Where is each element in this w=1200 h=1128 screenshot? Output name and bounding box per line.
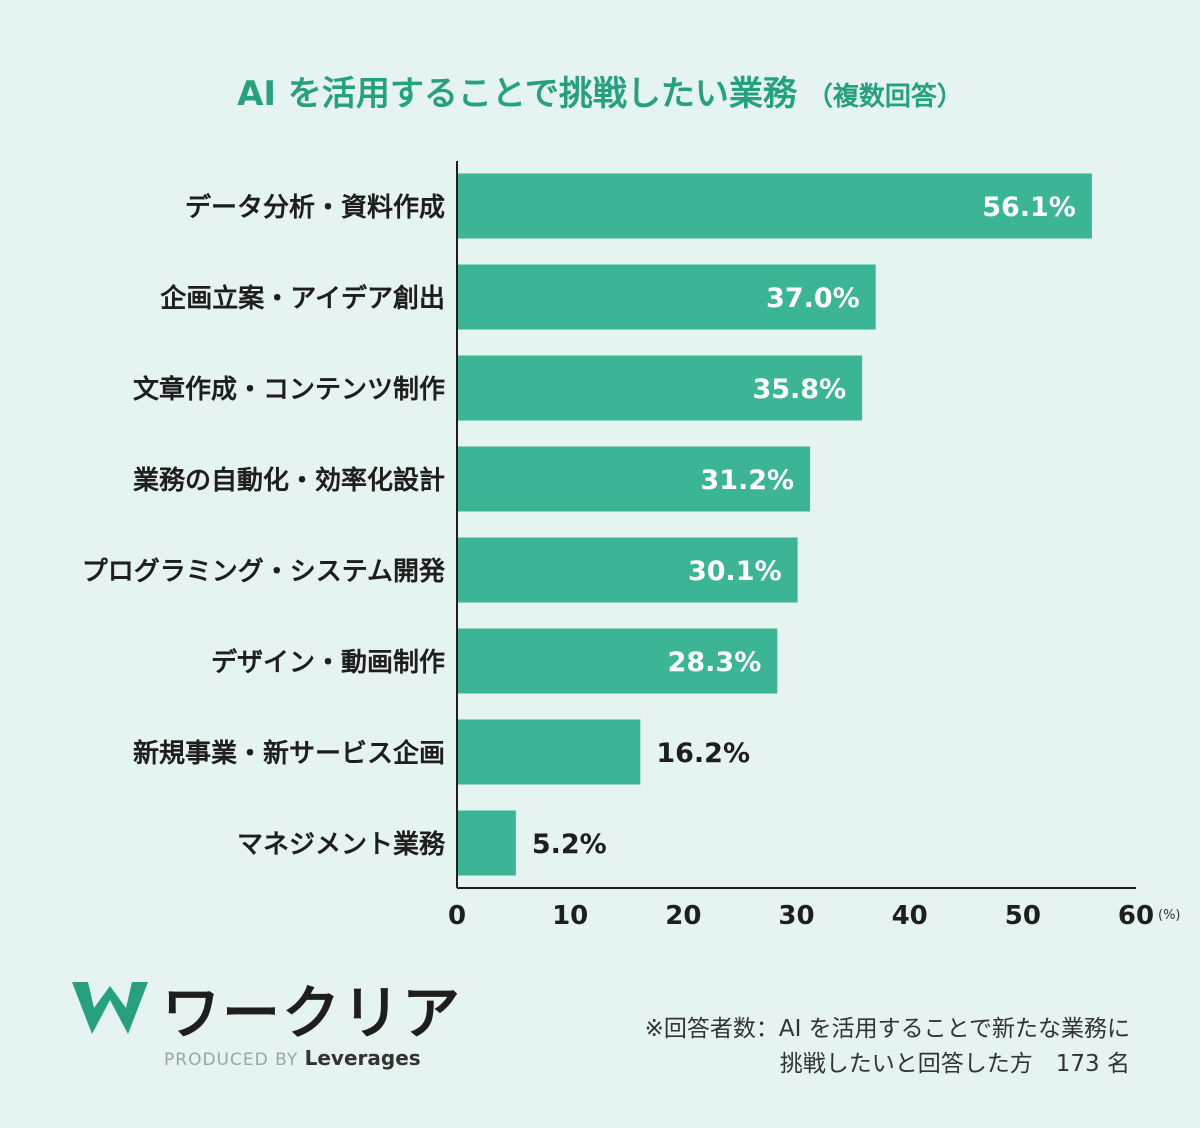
bar-3 [457,446,811,512]
note-line-1: ※回答者数：AI を活用することで新たな業務に [644,1016,1130,1042]
bar-5 [457,628,778,694]
category-label-3: 業務の自動化・効率化設計 [133,465,445,496]
category-label-7: マネジメント業務 [237,830,446,860]
category-label-2: 文章作成・コンテンツ制作 [133,374,445,405]
bar-2 [457,355,863,421]
logo-w-icon [72,982,148,1034]
value-label-5: 28.3% [668,647,762,678]
x-tick-label-1: 10 [552,901,588,931]
value-label-3: 31.2% [700,465,794,496]
x-tick-label-2: 20 [665,901,701,931]
chart-title: AI を活用することで挑戦したい業務 （複数回答） [0,66,1200,115]
bar-6 [457,719,641,785]
category-label-6: 新規事業・新サービス企画 [133,738,445,769]
x-tick-label-0: 0 [448,901,466,931]
bar-chart: データ分析・資料作成 56.1% 企画立案・アイデア創出 37.0% 文章作成・コンテン… [82,161,1181,931]
value-label-1: 37.0% [766,283,860,314]
x-tick-label-6: 60 [1118,901,1154,931]
bar-1 [457,264,876,330]
x-unit-label: (%) [1158,908,1181,923]
company-name: Leverages [304,1046,421,1070]
value-label-7: 5.2% [532,829,607,860]
bar-7 [457,810,516,876]
value-label-6: 16.2% [656,738,750,769]
bar-4 [457,537,798,603]
x-tick-label-3: 30 [778,901,814,931]
chart-title-sub: （複数回答） [806,82,963,112]
logo-wordmark: ワークリア [162,979,463,1047]
note-line-2: 挑戦したいと回答した方 173 名 [779,1051,1130,1077]
category-label-1: 企画立案・アイデア創出 [160,283,445,314]
respondent-note: ※回答者数：AI を活用することで新たな業務に 挑戦したいと回答した方 173 … [645,1012,1130,1082]
chart-title-main: AI を活用することで挑戦したい業務 [237,74,797,114]
brand-logo: ワークリア PRODUCED BY Leverages [70,972,460,1072]
x-tick-label-4: 40 [892,901,928,931]
category-label-0: データ分析・資料作成 [185,192,445,223]
value-label-0: 56.1% [982,192,1076,223]
value-label-4: 30.1% [688,556,782,587]
produced-by-text: PRODUCED BY [164,1050,299,1070]
value-label-2: 35.8% [752,374,846,405]
logo-produced-by: PRODUCED BY Leverages [164,1046,421,1070]
x-tick-label-5: 50 [1005,901,1041,931]
category-label-5: デザイン・動画制作 [211,647,445,678]
bar-0 [457,173,1092,239]
category-label-4: プログラミング・システム開発 [82,557,446,587]
